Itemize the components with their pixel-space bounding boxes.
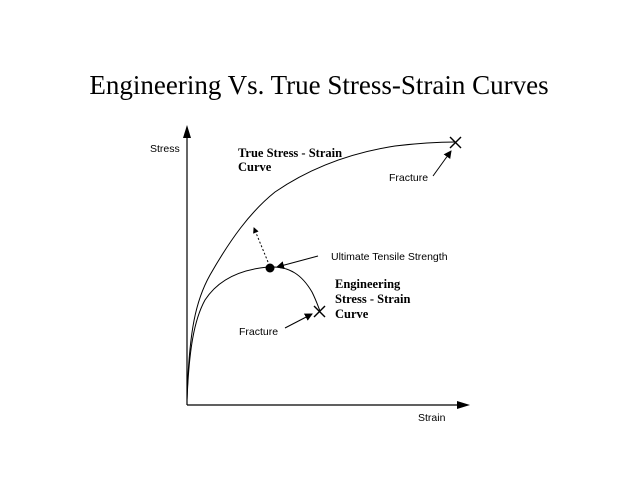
engineering-curve-label-line2: Stress - Strain (335, 292, 411, 306)
uts-pointer-arrow (276, 255, 319, 270)
fracture-engineering-arrow (284, 313, 313, 329)
true-curve-label-line2: Curve (238, 160, 272, 174)
true-stress-strain-curve (186, 141, 457, 401)
true-curve-label-line1: True Stress - Strain (238, 146, 342, 160)
x-axis-arrow-icon (457, 401, 470, 409)
fracture-engineering-label: Fracture (239, 326, 278, 338)
slide-title: Engineering Vs. True Stress-Strain Curve… (89, 70, 549, 100)
y-axis-label: Stress (150, 143, 180, 155)
x-axis-label: Strain (418, 412, 446, 424)
uts-point (265, 263, 275, 273)
fracture-true-x-icon (449, 136, 462, 149)
fracture-engineering-x-icon (313, 305, 326, 318)
engineering-curve-label-line1: Engineering (335, 277, 401, 291)
fracture-true-label: Fracture (389, 172, 428, 184)
engineering-curve-label-line3: Curve (335, 307, 369, 321)
engineering-stress-strain-curve (186, 266, 321, 401)
uts-label: Ultimate Tensile Strength (331, 251, 448, 263)
y-axis-arrow-icon (183, 125, 191, 138)
uts-dotted-arrow (253, 227, 269, 263)
fracture-true-arrow (432, 150, 452, 177)
